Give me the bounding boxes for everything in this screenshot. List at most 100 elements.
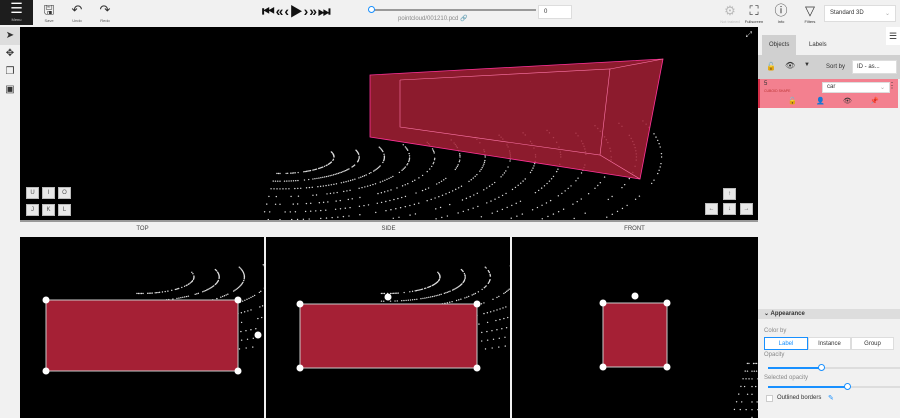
player-controls: ⏮«‹▶›»⏭ bbox=[262, 3, 332, 20]
front-view[interactable] bbox=[512, 237, 758, 418]
undo-button[interactable]: ↶ Undo bbox=[64, 2, 90, 23]
chevron-down-icon: ⌄ bbox=[880, 84, 885, 91]
appearance-header[interactable]: ⌄ Appearance bbox=[758, 309, 900, 319]
link-icon[interactable]: 🔗 bbox=[460, 16, 467, 22]
resize-handle[interactable] bbox=[474, 301, 481, 308]
undo-icon: ↶ bbox=[64, 2, 90, 18]
arrow-right-button[interactable]: → bbox=[740, 203, 753, 215]
camera-key-k[interactable]: K bbox=[42, 204, 55, 216]
user-icon[interactable]: 👤 bbox=[816, 97, 825, 105]
info-button[interactable]: ⓘ Info bbox=[767, 3, 795, 24]
first-frame-button[interactable]: ⏮ bbox=[262, 3, 276, 19]
workspace-select[interactable]: Standard 3D ⌄ bbox=[824, 5, 896, 22]
rotate-handle[interactable] bbox=[385, 294, 392, 301]
frame-slider[interactable] bbox=[371, 9, 536, 11]
object-item[interactable]: 5 CUBOID SHAPE car ⌄ ⋮ 🔓 👤 👁 📌 bbox=[758, 79, 898, 108]
tab-labels[interactable]: Labels bbox=[802, 35, 834, 55]
filters-button[interactable]: ▽ Filters bbox=[796, 3, 824, 24]
lock-all-icon[interactable]: 🔓 bbox=[766, 62, 776, 71]
resize-handle[interactable] bbox=[235, 297, 242, 304]
camera-key-u[interactable]: U bbox=[26, 187, 39, 199]
cuboid-rect bbox=[46, 300, 238, 371]
camera-key-j[interactable]: J bbox=[26, 204, 39, 216]
label-value: car bbox=[827, 84, 835, 90]
opacity-handle[interactable] bbox=[818, 364, 825, 371]
resize-handle[interactable] bbox=[235, 368, 242, 375]
collapse-sidebar-icon[interactable]: ☰ bbox=[886, 27, 900, 45]
color-picker-icon[interactable]: ✎ bbox=[828, 394, 834, 402]
arrow-left-button[interactable]: ← bbox=[705, 203, 718, 215]
cuboid-3d[interactable] bbox=[20, 27, 758, 220]
label-select[interactable]: car ⌄ bbox=[822, 82, 890, 93]
redo-button[interactable]: ↷ Redo bbox=[92, 2, 118, 23]
rotate-handle[interactable] bbox=[632, 293, 639, 300]
arrow-up-button[interactable]: ↑ bbox=[723, 188, 736, 200]
top-view-label: TOP bbox=[20, 226, 265, 232]
fit-icon[interactable]: ▣ bbox=[0, 81, 20, 99]
selected-opacity-slider[interactable] bbox=[768, 386, 900, 388]
resize-handle[interactable] bbox=[600, 364, 607, 371]
last-frame-button[interactable]: ⏭ bbox=[318, 3, 332, 19]
filter-icon: ▽ bbox=[796, 3, 824, 19]
selected-opacity-fill bbox=[768, 386, 847, 388]
objects-sidebar: ☰ Objects Labels 🔓 👁 ▼ Sort by ID - as..… bbox=[758, 27, 900, 418]
hamburger-icon: ☰ bbox=[0, 0, 33, 17]
camera-key-l[interactable]: L bbox=[58, 204, 71, 216]
cuboid-front[interactable] bbox=[512, 237, 758, 418]
save-icon: 🖫 bbox=[36, 2, 62, 18]
sort-by-label: Sort by bbox=[826, 64, 845, 70]
frame-input[interactable]: 0 bbox=[538, 5, 572, 19]
arrow-down-button[interactable]: ↓ bbox=[723, 203, 736, 215]
eye-icon[interactable]: 👁 bbox=[785, 61, 795, 70]
camera-key-i[interactable]: I bbox=[42, 187, 55, 199]
resize-handle[interactable] bbox=[43, 297, 50, 304]
cuboid-rect bbox=[603, 303, 667, 367]
expand-icon[interactable]: ⤢ bbox=[746, 30, 752, 40]
filename: pointcloud/001210.pcd 🔗 bbox=[398, 15, 468, 22]
pin-icon[interactable]: 📌 bbox=[870, 97, 879, 105]
top-view[interactable] bbox=[20, 237, 264, 418]
resize-handle[interactable] bbox=[664, 300, 671, 307]
cuboid-top[interactable] bbox=[20, 237, 264, 418]
chevron-down-icon: ⌄ bbox=[885, 10, 890, 17]
move-icon[interactable]: ✥ bbox=[0, 45, 20, 63]
cuboid-icon[interactable]: ❐ bbox=[0, 63, 20, 81]
opacity-slider[interactable] bbox=[768, 367, 900, 369]
color-by-instance-option[interactable]: Instance bbox=[808, 337, 851, 350]
color-by-label-option[interactable]: Label bbox=[764, 337, 808, 350]
side-view-label: SIDE bbox=[266, 226, 511, 232]
tab-objects[interactable]: Objects bbox=[762, 35, 796, 55]
side-view[interactable] bbox=[266, 237, 510, 418]
camera-key-o[interactable]: O bbox=[58, 187, 71, 199]
perspective-view[interactable]: ⤢ U I O J K L ↑ ← ↓ → bbox=[20, 27, 758, 220]
resize-handle[interactable] bbox=[664, 364, 671, 371]
cuboid-side[interactable] bbox=[266, 237, 510, 418]
menu-button[interactable]: ☰ Menu bbox=[0, 0, 33, 25]
sort-select[interactable]: ID - as... bbox=[852, 60, 897, 74]
objects-toolbar: 🔓 👁 ▼ Sort by ID - as... bbox=[758, 55, 900, 79]
color-by-group-option[interactable]: Group bbox=[851, 337, 894, 350]
slider-handle[interactable] bbox=[368, 6, 375, 13]
color-by-label: Color by bbox=[764, 328, 786, 334]
play-button[interactable]: ▶ bbox=[290, 3, 304, 19]
outlined-borders-checkbox[interactable] bbox=[766, 395, 773, 402]
resize-handle[interactable] bbox=[600, 300, 607, 307]
resize-handle[interactable] bbox=[43, 368, 50, 375]
save-button[interactable]: 🖫 Save bbox=[36, 2, 62, 23]
eye-icon[interactable]: 👁 bbox=[843, 97, 852, 105]
fullscreen-icon: ⛶ bbox=[740, 3, 768, 19]
rotate-handle[interactable] bbox=[255, 332, 262, 339]
controls-sidebar: ➤ ✥ ❐ ▣ bbox=[0, 27, 20, 418]
object-type: CUBOID SHAPE bbox=[764, 89, 790, 93]
selected-opacity-handle[interactable] bbox=[844, 383, 851, 390]
lock-icon[interactable]: 🔓 bbox=[788, 97, 797, 105]
caret-down-icon[interactable]: ▼ bbox=[804, 62, 810, 68]
resize-handle[interactable] bbox=[297, 301, 304, 308]
resize-handle[interactable] bbox=[474, 365, 481, 372]
info-icon: ⓘ bbox=[767, 3, 795, 19]
more-icon[interactable]: ⋮ bbox=[888, 81, 896, 90]
forward-step-button[interactable]: » bbox=[309, 3, 318, 19]
cursor-icon[interactable]: ➤ bbox=[0, 27, 20, 45]
fullscreen-button[interactable]: ⛶ Fullscreen bbox=[740, 3, 768, 24]
resize-handle[interactable] bbox=[297, 365, 304, 372]
